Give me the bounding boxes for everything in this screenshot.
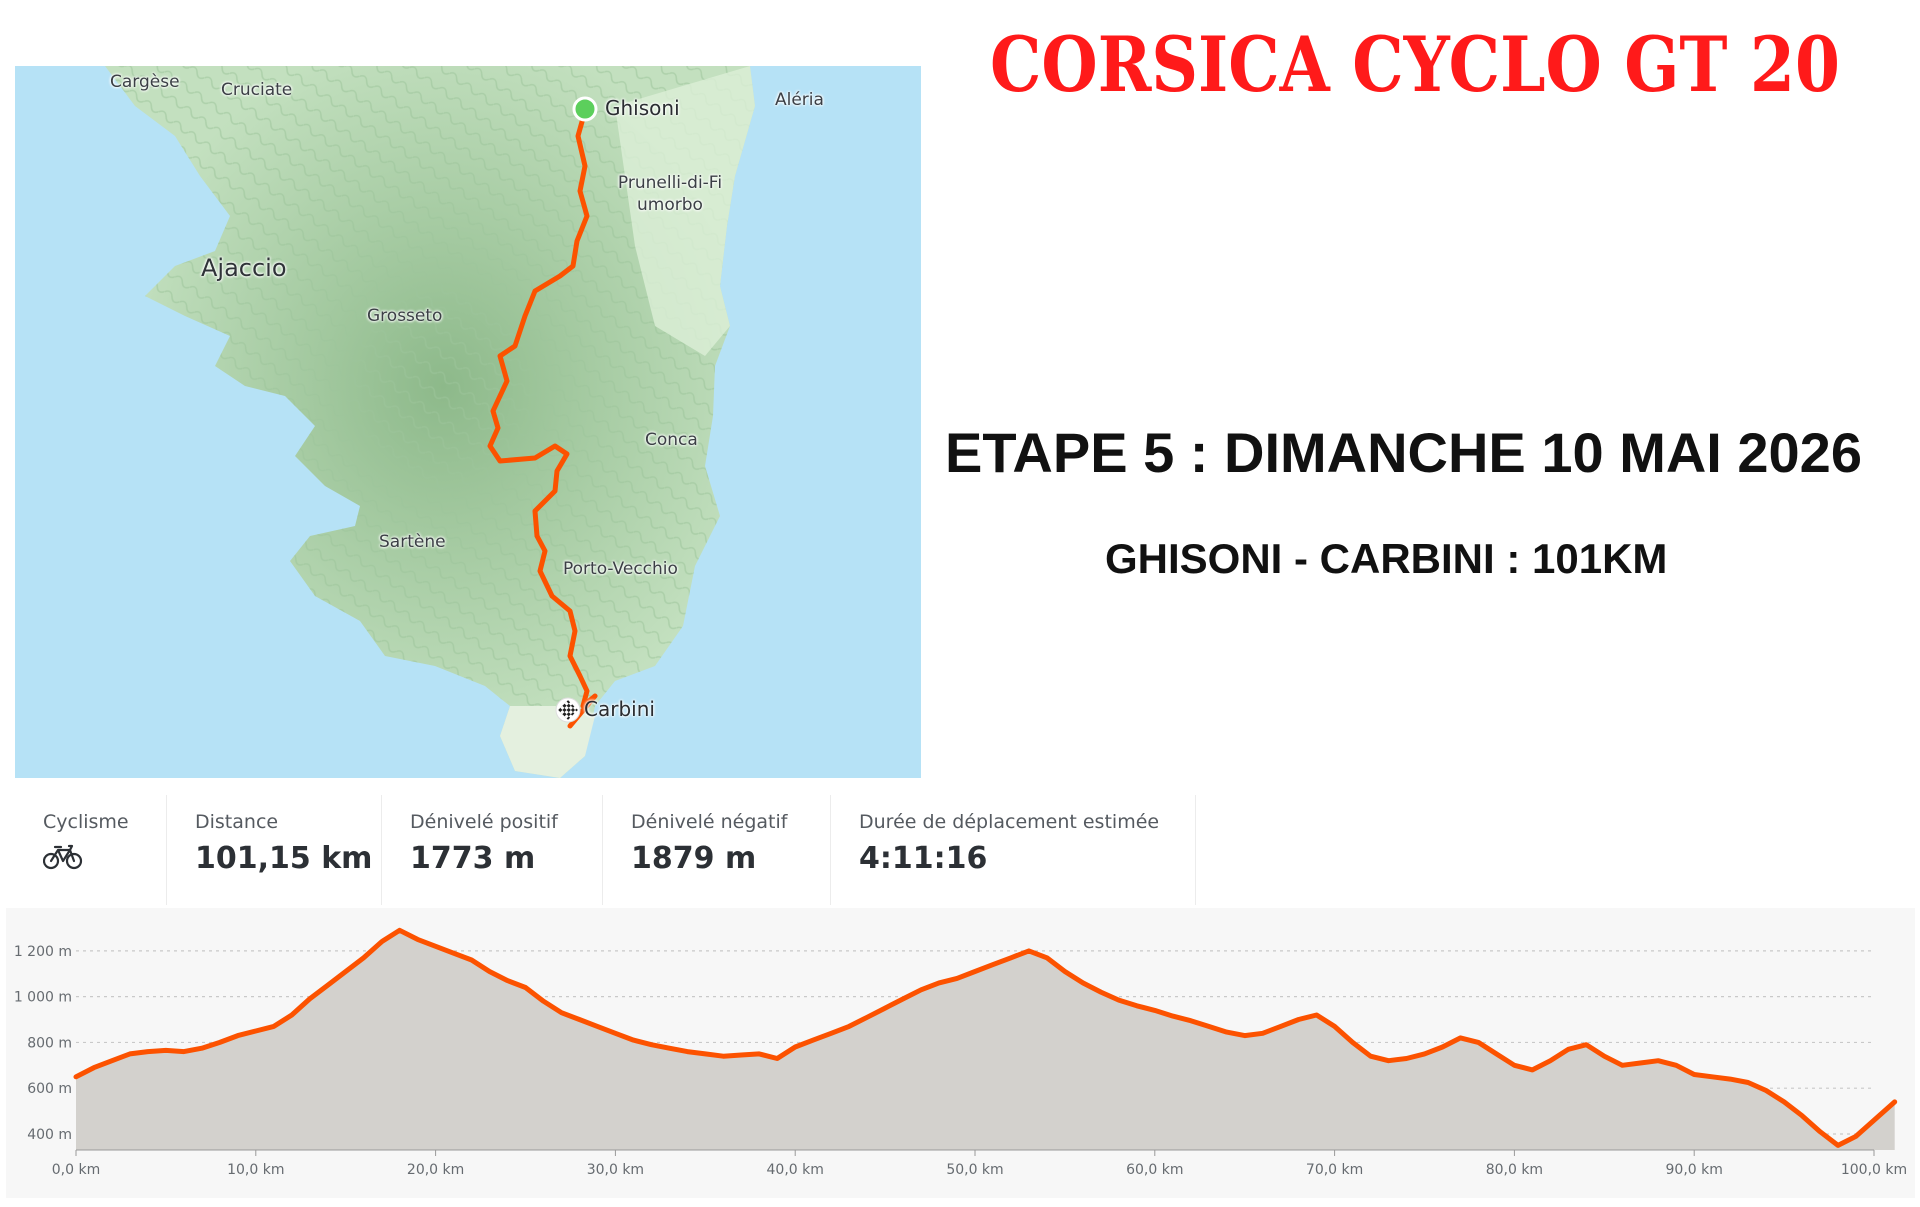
map-canvas <box>105 66 755 778</box>
elevation-chart: 1 200 m 1 000 m 800 m 600 m 400 m 0,0 km 10,0 … <box>14 927 1907 1178</box>
elevation-line <box>73 927 1898 1148</box>
x-tick-label: 50,0 km <box>946 1162 1003 1178</box>
place-label-porto-vecchio: Porto-Vecchio <box>563 559 678 579</box>
x-tick-label: 70,0 km <box>1306 1162 1363 1178</box>
stat-activity-label: Cyclisme <box>43 811 129 833</box>
place-label-sartene: Sartène <box>379 532 446 552</box>
y-tick-label: 400 m <box>27 1127 72 1143</box>
route-line <box>487 108 598 729</box>
stat-distance: Distance 101,15 km <box>167 795 381 905</box>
stat-duration-value: 4:11:16 <box>859 841 988 876</box>
stat-divider <box>166 795 167 905</box>
x-tick-label: 10,0 km <box>227 1162 284 1178</box>
stage-title: ETAPE 5 : DIMANCHE 10 MAI 2026 <box>945 421 1862 484</box>
stat-distance-value: 101,15 km <box>195 841 373 876</box>
stat-distance-label: Distance <box>195 811 279 833</box>
checkered-flag-icon <box>555 697 581 723</box>
stat-activity: Cyclisme <box>15 795 165 905</box>
elevation-profile[interactable]: 1 200 m 1 000 m 800 m 600 m 400 m 0,0 km 10,0 … <box>6 908 1915 1198</box>
place-label-prunelli: Prunelli-di-Fiumorbo <box>617 173 723 215</box>
y-tick-label: 600 m <box>27 1081 72 1097</box>
stat-elevation-loss-value: 1879 m <box>631 841 757 876</box>
stat-elevation-gain-label: Dénivelé positif <box>410 811 558 833</box>
stat-duration-label: Durée de déplacement estimée <box>859 811 1160 833</box>
stage-subtitle: GHISONI - CARBINI : 101KM <box>1105 535 1668 582</box>
x-tick-label: 30,0 km <box>587 1162 644 1178</box>
stat-elevation-gain-value: 1773 m <box>410 841 536 876</box>
stat-divider <box>602 795 603 905</box>
elevation-area <box>76 930 1895 1150</box>
stat-elevation-gain: Dénivelé positif 1773 m <box>382 795 602 905</box>
route-map[interactable]: Cargèse Cruciate Aléria Prunelli-di-Fium… <box>15 66 921 778</box>
stat-elevation-loss: Dénivelé négatif 1879 m <box>603 795 829 905</box>
stat-divider <box>381 795 382 905</box>
stat-divider <box>1195 795 1196 905</box>
y-tick-label: 800 m <box>27 1035 72 1051</box>
start-label: Ghisoni <box>605 96 680 120</box>
place-label-aleria: Aléria <box>775 90 824 110</box>
x-tick-label: 80,0 km <box>1486 1162 1543 1178</box>
y-tick-label: 1 000 m <box>14 990 72 1006</box>
stat-duration: Durée de déplacement estimée 4:11:16 <box>831 795 1195 905</box>
green-start-marker-icon <box>572 96 598 122</box>
x-tick-label: 40,0 km <box>767 1162 824 1178</box>
x-tick-label: 20,0 km <box>407 1162 464 1178</box>
place-label-conca: Conca <box>645 430 698 450</box>
bicycle-icon <box>42 843 83 878</box>
route-stats: Cyclisme Distance 101,15 km Dénivelé pos… <box>15 795 1196 905</box>
place-label-cruciate: Cruciate <box>221 80 293 100</box>
y-tick-label: 1 200 m <box>14 944 72 960</box>
stat-elevation-loss-label: Dénivelé négatif <box>631 811 788 833</box>
place-label-cargese: Cargèse <box>110 72 180 92</box>
x-tick-label: 90,0 km <box>1666 1162 1723 1178</box>
place-label-grosseto: Grosseto <box>367 306 443 326</box>
x-tick-label: 0,0 km <box>52 1162 100 1178</box>
end-label: Carbini <box>584 697 655 721</box>
event-title: CORSICA CYCLO GT 20 <box>990 20 1840 109</box>
place-label-ajaccio: Ajaccio <box>201 254 287 282</box>
x-tick-label: 60,0 km <box>1126 1162 1183 1178</box>
x-tick-label: 100,0 km <box>1841 1162 1907 1178</box>
stat-divider <box>830 795 831 905</box>
